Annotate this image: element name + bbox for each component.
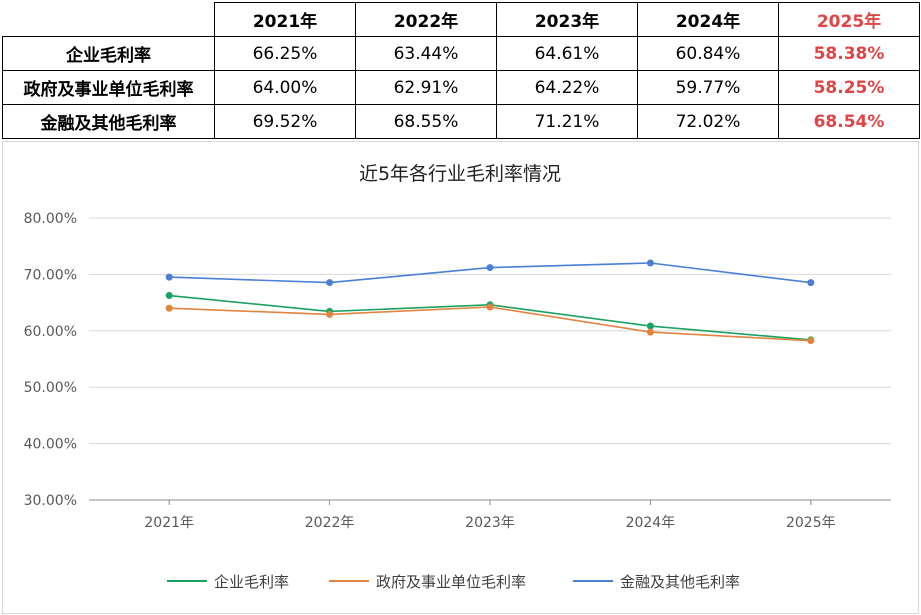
table-row-government: 政府及事业单位毛利率 64.00% 62.91% 64.22% 59.77% 5… (2, 70, 920, 105)
data-point (165, 292, 173, 300)
y-tick-label: 30.00% (24, 493, 77, 509)
data-point (646, 322, 654, 330)
column-header-2022: 2022年 (355, 2, 497, 37)
y-tick-label: 40.00% (24, 437, 77, 453)
y-tick-label: 50.00% (24, 380, 77, 396)
x-tick-label: 2022年 (305, 515, 355, 531)
row-label-enterprise: 企业毛利率 (2, 36, 215, 71)
axis-layer: 30.00% 40.00% 50.00% 60.00% 70.00% 80.00% 2021… (24, 211, 891, 531)
column-header-2025: 2025年 (778, 2, 920, 37)
grid-layer (89, 217, 891, 445)
x-tick-label: 2024年 (626, 515, 676, 531)
legend-label: 企业毛利率 (214, 573, 289, 591)
table-cell: 66.25% (214, 36, 356, 71)
data-point (486, 264, 494, 272)
series-line (169, 306, 811, 342)
table-cell: 71.21% (496, 104, 638, 139)
chart-frame: 近5年各行业毛利率情况 30.00% 40.00% 50.00% 60.00% 70.0… (2, 141, 919, 614)
table-cell: 64.22% (496, 70, 638, 105)
legend-label: 政府及事业单位毛利率 (376, 573, 526, 591)
table-cell: 62.91% (355, 70, 497, 105)
table-cell: 68.55% (355, 104, 497, 139)
table-corner-cell (2, 2, 215, 37)
data-point (165, 273, 173, 281)
data-point (646, 328, 654, 336)
column-header-2024: 2024年 (637, 2, 779, 37)
x-tick-label: 2021年 (144, 515, 194, 531)
data-table: 2021年 2022年 2023年 2024年 2025年 企业毛利率 66.2… (2, 2, 920, 139)
x-tick-label: 2025年 (786, 515, 836, 531)
series-layer (165, 259, 815, 345)
y-tick-label: 80.00% (24, 211, 77, 227)
table-cell: 72.02% (637, 104, 779, 139)
data-point (807, 337, 815, 345)
data-point (646, 259, 654, 267)
row-label-government: 政府及事业单位毛利率 (2, 70, 215, 105)
chart-title: 近5年各行业毛利率情况 (359, 163, 561, 185)
row-label-finance: 金融及其他毛利率 (2, 104, 215, 139)
column-header-2023: 2023年 (496, 2, 638, 37)
table-cell: 64.61% (496, 36, 638, 71)
data-point (326, 279, 334, 287)
column-header-2021: 2021年 (214, 2, 356, 37)
table-cell: 60.84% (637, 36, 779, 71)
table-cell-highlight: 58.25% (778, 70, 920, 105)
table-cell: 69.52% (214, 104, 356, 139)
y-tick-label: 60.00% (24, 324, 77, 340)
x-tick-label: 2023年 (465, 515, 515, 531)
legend: 企业毛利率 政府及事业单位毛利率 金融及其他毛利率 (167, 573, 740, 591)
table-cell: 63.44% (355, 36, 497, 71)
table-cell: 59.77% (637, 70, 779, 105)
table-row-enterprise: 企业毛利率 66.25% 63.44% 64.61% 60.84% 58.38% (2, 36, 920, 71)
data-point (165, 304, 173, 312)
line-chart: 近5年各行业毛利率情况 30.00% 40.00% 50.00% 60.00% 70.0… (24, 163, 891, 591)
table-header-row: 2021年 2022年 2023年 2024年 2025年 (2, 2, 920, 37)
data-point (486, 303, 494, 311)
y-tick-label: 70.00% (24, 267, 77, 283)
data-point (807, 279, 815, 287)
data-point (326, 310, 334, 318)
table-row-finance: 金融及其他毛利率 69.52% 68.55% 71.21% 72.02% 68.… (2, 104, 920, 139)
table-cell-highlight: 68.54% (778, 104, 920, 139)
table-cell-highlight: 58.38% (778, 36, 920, 71)
table-cell: 64.00% (214, 70, 356, 105)
legend-label: 金融及其他毛利率 (620, 573, 740, 591)
